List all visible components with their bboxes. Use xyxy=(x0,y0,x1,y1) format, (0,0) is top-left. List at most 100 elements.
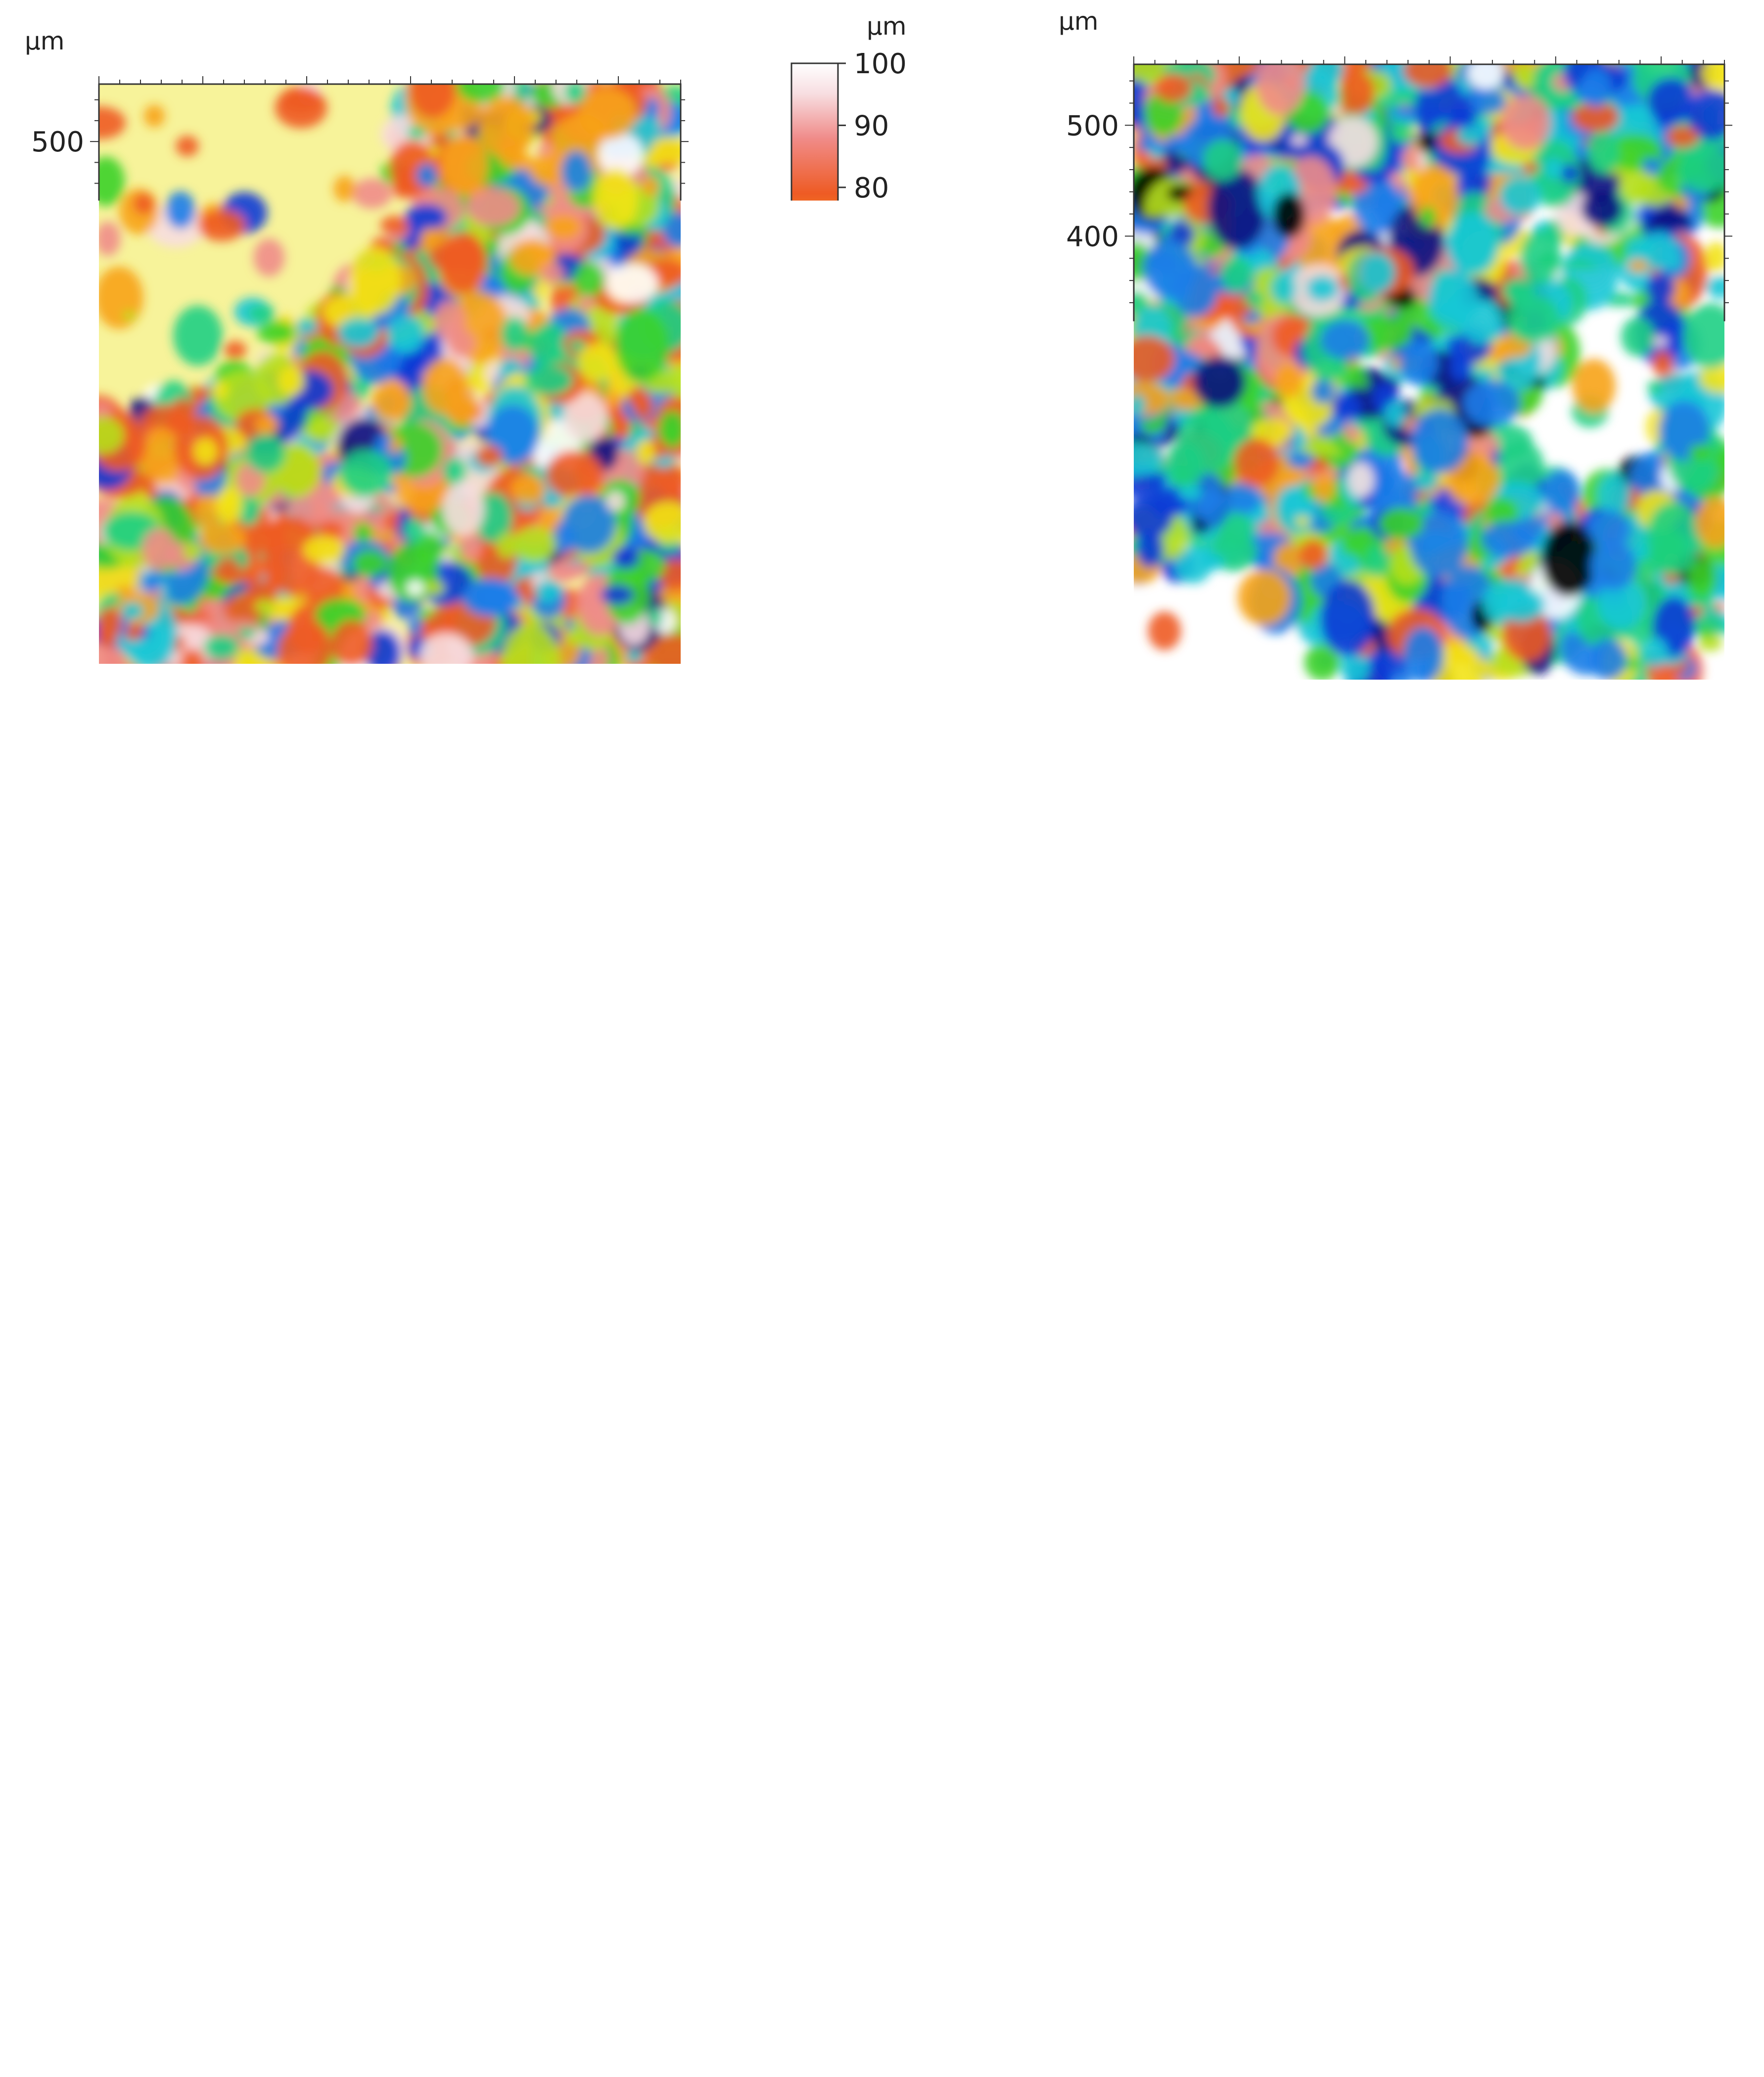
height-blob xyxy=(529,154,566,186)
chart-d-ylabel: µm xyxy=(59,1456,99,1485)
chart-c-profile-line xyxy=(101,995,1653,1213)
height-blob xyxy=(1127,394,1146,416)
height-blob xyxy=(1541,522,1596,597)
height-blob xyxy=(238,628,256,639)
height-blob xyxy=(1463,380,1520,426)
height-blob xyxy=(1501,95,1550,150)
map-x-tick-label: 200 xyxy=(1318,697,1371,729)
map-x-tick-label: 200 xyxy=(280,681,333,713)
x-tick-label: 0.8 xyxy=(522,1968,566,2000)
colorbar-tick-label: 90 xyxy=(854,110,889,142)
height-blob xyxy=(352,179,392,209)
height-blob xyxy=(428,243,470,272)
map-y-tick-label: 400 xyxy=(31,231,84,263)
height-blob xyxy=(216,487,243,524)
height-blob xyxy=(501,317,528,352)
height-blob xyxy=(1258,518,1274,528)
height-blob xyxy=(1520,230,1561,285)
height-blob xyxy=(564,79,585,104)
height-blob xyxy=(1313,474,1335,503)
height-blob xyxy=(647,608,663,626)
height-blob xyxy=(1320,580,1375,656)
height-blob xyxy=(1647,78,1695,124)
height-blob xyxy=(1644,637,1668,667)
x-tick-label: 0.0 xyxy=(79,1345,123,1377)
map-x-tick-label: 400 µm xyxy=(1526,697,1632,729)
caption-c: (c) xyxy=(879,1405,923,1442)
height-blob xyxy=(636,440,655,465)
height-blob xyxy=(1287,452,1314,468)
height-blob xyxy=(253,238,284,277)
height-blob xyxy=(212,380,228,400)
chart-c-ylabel: µm xyxy=(35,831,75,859)
height-blob xyxy=(593,168,638,230)
height-blob xyxy=(442,457,466,485)
height-blob xyxy=(1143,240,1197,298)
x-tick-label: 0.1 xyxy=(225,1345,269,1377)
chart-d-profile-line xyxy=(133,1659,1688,1841)
height-blob xyxy=(339,450,393,497)
height-blob xyxy=(1274,363,1302,398)
height-blob xyxy=(1345,425,1360,443)
height-blob xyxy=(1341,71,1375,115)
height-blob xyxy=(1586,131,1619,174)
height-blob xyxy=(1642,158,1660,173)
height-blob xyxy=(1270,273,1296,304)
x-tick-label: 1.1 xyxy=(1005,1968,1049,2000)
map-b-unit: µm xyxy=(1059,7,1099,36)
x-tick-label: 1.0 mm xyxy=(1532,1345,1638,1377)
x-tick-label: 0.8 xyxy=(1239,1345,1283,1377)
height-blob xyxy=(1296,516,1310,526)
map-x-tick-label: 0 xyxy=(1125,697,1143,729)
height-blob xyxy=(1203,139,1242,181)
height-blob xyxy=(164,415,193,434)
height-blob xyxy=(254,600,275,613)
height-blob xyxy=(535,580,560,603)
height-blob xyxy=(546,214,581,239)
height-blob xyxy=(1666,126,1699,147)
height-blob xyxy=(1701,57,1737,90)
height-blob xyxy=(662,426,677,441)
x-tick-label: 0.3 xyxy=(514,1345,558,1377)
nm-swatch xyxy=(793,712,837,737)
height-blob xyxy=(1449,352,1472,382)
figure: µm 0100200300400500 0 200 400 µm (a) µm 01… xyxy=(0,0,1764,2077)
colorbar-tick-label: 100 xyxy=(854,48,907,80)
height-blob xyxy=(1403,627,1444,683)
height-blob xyxy=(371,382,412,421)
chart-d-x-ticks: 0.6 0.7 0.8 0.9 1.0 1.1 1.2 1.3 1.4 1.5 mm xyxy=(199,1968,1760,2000)
height-blob xyxy=(199,523,246,554)
height-blob xyxy=(650,137,690,163)
height-blob xyxy=(1358,252,1395,293)
nm-label: NM xyxy=(853,715,883,737)
map-y-tick-label: 300 xyxy=(1066,332,1119,364)
height-blob xyxy=(353,523,373,543)
height-blob xyxy=(1193,356,1246,408)
x-tick-label: 0.6 xyxy=(949,1345,993,1377)
colorbar-tick-label: 40 xyxy=(854,420,889,452)
height-blob xyxy=(1581,190,1623,227)
height-blob xyxy=(471,580,518,615)
caption-d: (d) xyxy=(882,2033,929,2071)
height-blob xyxy=(1155,74,1192,102)
height-blob xyxy=(1689,444,1712,461)
map-x-tick-label: 400 µm xyxy=(485,681,591,713)
height-blob xyxy=(546,451,603,499)
height-blob xyxy=(1446,212,1498,275)
height-blob xyxy=(1678,365,1711,387)
x-tick-label: 0.7 xyxy=(1094,1345,1138,1377)
x-tick-label: 0.6 xyxy=(199,1968,243,2000)
chart-c-axes xyxy=(94,829,1735,1336)
height-blob xyxy=(198,210,245,241)
height-blob xyxy=(1687,559,1717,598)
colorbar-unit: µm xyxy=(867,12,907,41)
height-blob xyxy=(1272,192,1305,238)
colorbar-tick-label: 30 xyxy=(854,482,889,514)
map-y-tick-label: 100 xyxy=(31,544,84,576)
height-blob xyxy=(176,136,198,156)
height-blob xyxy=(224,341,247,359)
height-blob xyxy=(410,61,456,118)
height-blob xyxy=(1311,378,1335,404)
height-blob xyxy=(1348,462,1374,498)
height-blob xyxy=(142,528,177,570)
